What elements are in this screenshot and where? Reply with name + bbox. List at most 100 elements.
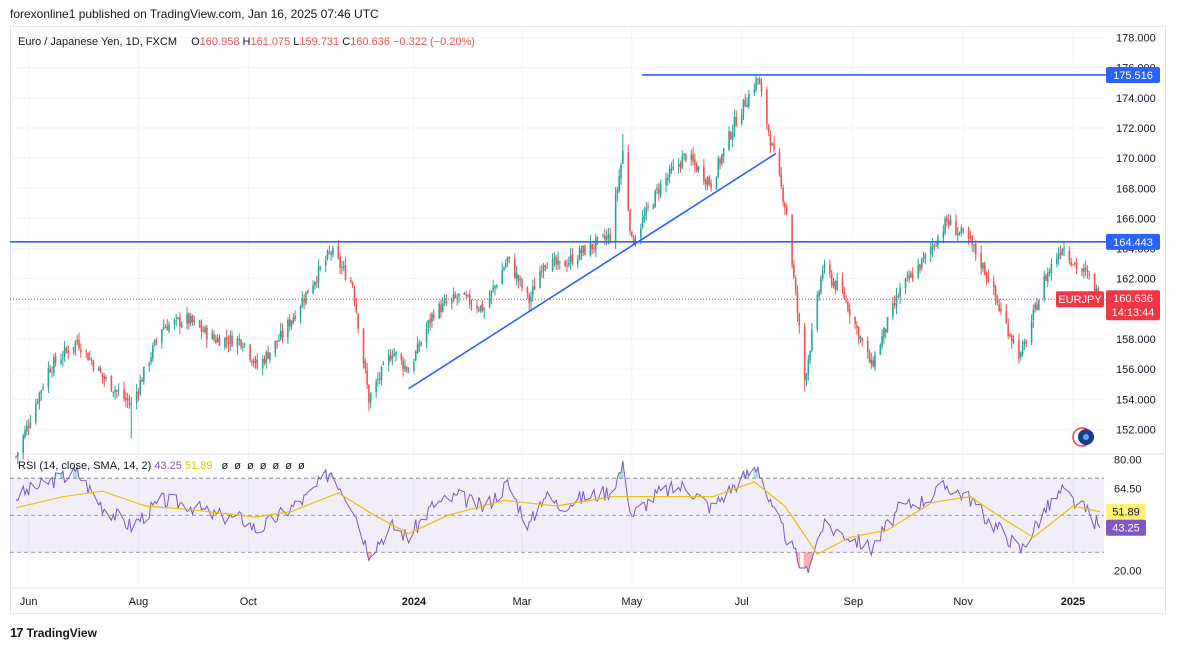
candle-body: [191, 315, 194, 323]
candle: [1050, 258, 1053, 282]
candle-body: [1061, 249, 1063, 256]
candle: [818, 289, 820, 301]
candle-body: [971, 235, 973, 245]
candle: [1086, 264, 1089, 279]
candle: [571, 248, 574, 266]
candle: [513, 253, 516, 280]
candle: [391, 349, 394, 366]
candle-body: [477, 309, 480, 311]
visibility-toggle-icon[interactable]: ø: [221, 460, 229, 472]
candle-body: [733, 116, 736, 132]
visibility-toggle-icon[interactable]: ø: [234, 460, 241, 472]
candle: [832, 278, 835, 289]
candle: [1010, 333, 1013, 349]
candle-body: [1036, 304, 1038, 311]
visibility-toggle-icon[interactable]: ø: [285, 460, 292, 472]
candle: [337, 240, 340, 260]
candle-body: [368, 384, 370, 403]
candle-body: [74, 341, 77, 348]
candle-body: [407, 371, 410, 373]
candle-body: [884, 328, 887, 332]
candle-body: [1057, 254, 1060, 260]
chart-frame[interactable]: [10, 26, 1166, 614]
candle-body: [771, 143, 774, 146]
candle-body: [342, 266, 345, 268]
visibility-toggle-icon[interactable]: ø: [259, 460, 267, 472]
candle: [315, 275, 318, 288]
candle-body: [440, 304, 442, 313]
candle: [834, 279, 837, 295]
candle-body: [665, 178, 667, 185]
candle: [1007, 318, 1009, 340]
candle: [665, 172, 667, 193]
candle-body: [139, 380, 142, 395]
candle: [985, 271, 988, 285]
candle: [1036, 297, 1038, 311]
candle: [427, 319, 430, 334]
visibility-toggle-icon[interactable]: ø: [297, 460, 305, 472]
candle: [821, 265, 824, 282]
candle: [137, 388, 140, 402]
candle: [614, 187, 617, 249]
candle: [454, 291, 457, 299]
candle-body: [294, 315, 296, 320]
candle-body: [413, 361, 415, 371]
candle: [267, 345, 269, 360]
symbol-title[interactable]: Euro / Japanese Yen, 1D, FXCM: [18, 36, 177, 48]
candle: [591, 243, 594, 255]
candle: [60, 353, 62, 365]
candle: [949, 214, 952, 226]
candle-body: [130, 403, 133, 405]
candle-body: [29, 422, 32, 428]
candle-body: [173, 319, 176, 325]
candle-body: [809, 351, 811, 361]
tradingview-logo[interactable]: 17 TradingView: [10, 625, 97, 640]
candle-body: [1068, 250, 1071, 261]
candle-body: [513, 259, 516, 279]
candle-body: [521, 279, 523, 288]
current-price-label: 160.636: [1113, 293, 1153, 305]
open-label: O: [191, 36, 200, 48]
candle: [249, 343, 251, 363]
candle-body: [1034, 303, 1036, 309]
candle: [602, 233, 604, 238]
candle: [753, 83, 756, 97]
candle: [89, 351, 91, 361]
rsi-layer: [15, 461, 1101, 573]
rsi-label[interactable]: RSI (14, close, SMA, 14, 2): [18, 460, 152, 472]
candle: [559, 260, 561, 270]
candle-body: [276, 340, 278, 343]
candle-body: [740, 114, 743, 125]
candle: [528, 292, 530, 311]
candle-body: [652, 204, 655, 209]
candle-body: [332, 248, 334, 255]
candle-body: [647, 206, 649, 208]
candle-body: [1009, 334, 1011, 337]
candle-body: [829, 264, 831, 274]
candle-body: [317, 266, 320, 283]
candle: [595, 233, 597, 258]
candle-body: [292, 317, 295, 323]
candle-body: [366, 370, 368, 385]
candle-body: [568, 262, 570, 265]
candle-body: [845, 299, 847, 301]
candle-body: [279, 330, 282, 340]
visibility-toggle-icon[interactable]: ø: [272, 460, 280, 472]
candle-body: [301, 298, 304, 308]
candle-body: [721, 154, 723, 164]
candle-body: [1043, 276, 1045, 300]
open-value: 160.958: [199, 36, 240, 48]
candle-body: [263, 358, 266, 364]
candle-body: [960, 227, 963, 233]
candle: [694, 153, 696, 173]
candle-body: [667, 177, 669, 180]
bar-countdown-label: 14:13:44: [1112, 307, 1155, 319]
candle: [942, 224, 945, 244]
candle-body: [391, 356, 394, 359]
visibility-toggle-icon[interactable]: ø: [247, 460, 254, 472]
candle: [947, 214, 950, 230]
candle-body: [72, 347, 75, 352]
candle-body: [640, 228, 642, 238]
candle: [796, 285, 799, 322]
